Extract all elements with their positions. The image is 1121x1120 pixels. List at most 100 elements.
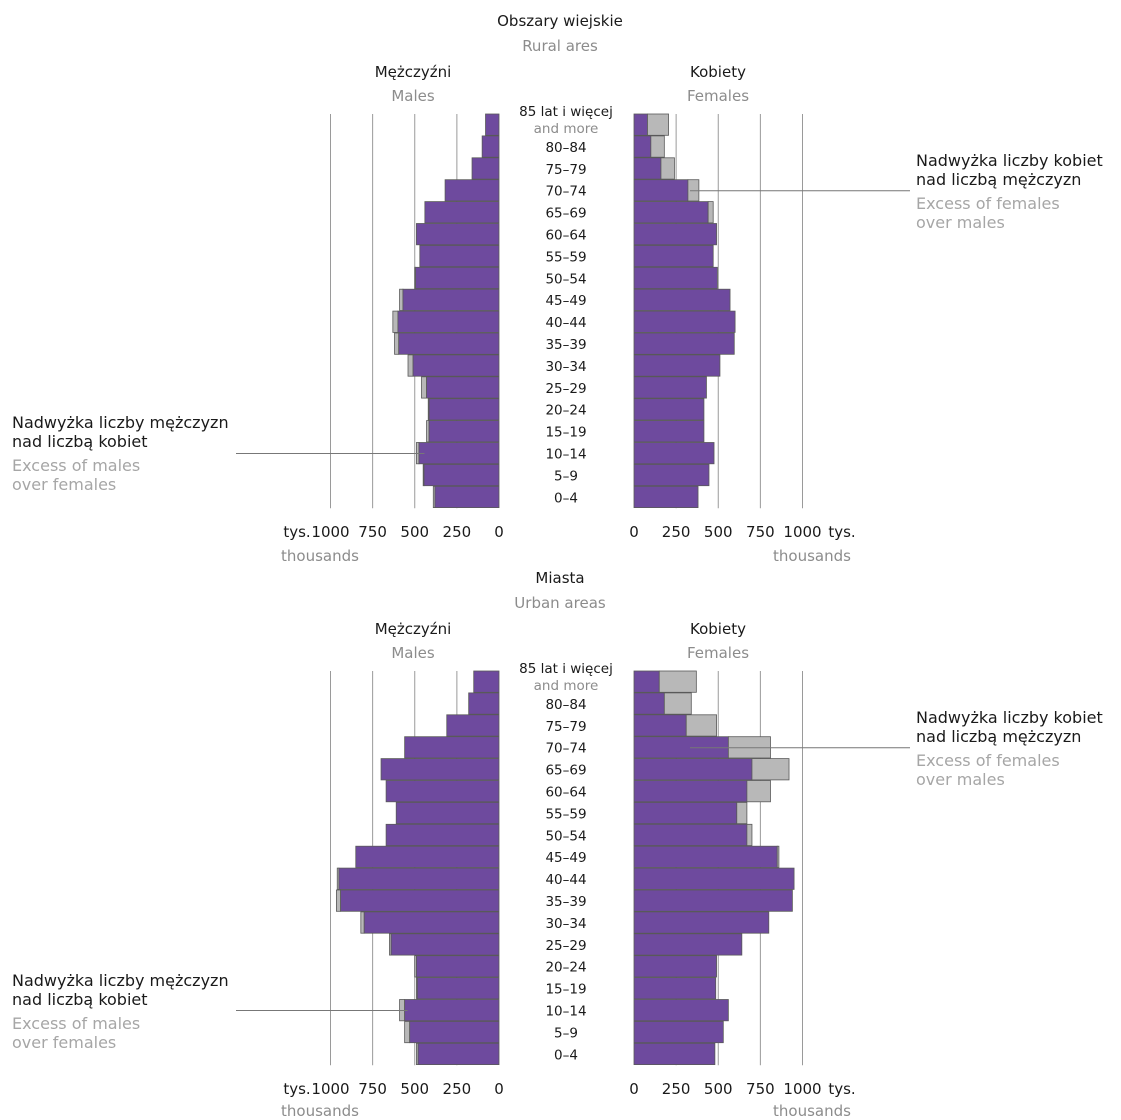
bar-male [481, 135, 500, 158]
bar-female [633, 845, 778, 868]
tick-label-age: 75–79 [545, 162, 586, 178]
tick-label-male: 250 [443, 523, 472, 541]
tick-label-female: 250 [662, 523, 691, 541]
annotation-excess-males-en: Excess of males [12, 456, 140, 475]
tick-label-age: 40–44 [545, 872, 586, 888]
bar-male [419, 244, 500, 268]
bar-female [633, 758, 753, 781]
bar-female-excess [658, 670, 697, 693]
bar-female [633, 463, 710, 487]
bar-female-excess [746, 823, 753, 846]
tick-label-age-sub: and more [534, 678, 599, 694]
tick-label-age: 55–59 [545, 806, 586, 822]
annotation-excess-males: nad liczbą kobiet [12, 990, 148, 1009]
bar-male [404, 736, 500, 759]
bar-female [633, 310, 736, 333]
bar-male [485, 113, 500, 136]
annotation-excess-males: Nadwyżka liczby mężczyzn [12, 413, 229, 432]
bar-female [633, 977, 717, 1000]
tick-label-age: 15–19 [545, 425, 586, 441]
bar-female-excess [650, 135, 665, 158]
tick-label-age: 15–19 [545, 982, 586, 998]
tick-label-age: 25–29 [545, 381, 586, 397]
tick-label-age: 85 lat i więcej [519, 104, 613, 120]
bar-male [468, 692, 500, 715]
bar-male-excess [421, 376, 427, 399]
chart-subtitle: Urban areas [514, 594, 606, 612]
bar-male [416, 955, 500, 978]
tick-label-age: 55–59 [545, 249, 586, 265]
bar-male-excess [392, 310, 399, 333]
bar-female [633, 823, 748, 846]
tick-label-female: 750 [746, 1080, 775, 1098]
bar-female [633, 135, 652, 158]
tick-label-male: 500 [400, 1080, 429, 1098]
rural-pyramid: Obszary wiejskie Rural ares Mężczyźni Males… [12, 12, 1103, 565]
tick-label-age: 5–9 [554, 468, 578, 484]
unit-en-male: thousands [281, 1102, 359, 1120]
bar-male [409, 1021, 500, 1044]
bar-male [428, 420, 500, 443]
bar-female [633, 420, 705, 443]
bar-female-excess [663, 692, 692, 715]
tick-label-age: 5–9 [554, 1025, 578, 1041]
tick-label-age: 25–29 [545, 938, 586, 954]
bar-male-excess [399, 288, 404, 311]
annotation-excess-females: Nadwyżka liczby kobiet [916, 708, 1103, 727]
bar-female [633, 157, 662, 180]
annotation-excess-males: nad liczbą kobiet [12, 432, 148, 451]
bar-female-excess [746, 780, 771, 803]
tick-label-female: 0 [629, 1080, 639, 1098]
tick-label-age: 40–44 [545, 315, 586, 331]
bar-male [385, 780, 500, 803]
bar-female [633, 354, 721, 377]
bar-female [633, 442, 715, 465]
bar-female [633, 332, 735, 355]
bar-male [428, 398, 500, 421]
bar-female [633, 288, 731, 311]
bar-male [473, 670, 500, 693]
bar-male [355, 845, 500, 868]
tick-label-age: 65–69 [545, 763, 586, 779]
tick-label-age: 30–34 [545, 916, 586, 932]
tick-label-male: 0 [494, 1080, 504, 1098]
bar-female [633, 911, 770, 934]
tick-label-male: 750 [358, 1080, 387, 1098]
annotation-excess-males-en: Excess of males [12, 1014, 140, 1033]
bar-male-excess [394, 332, 400, 355]
bar-male [434, 485, 500, 508]
bar-male [340, 889, 500, 912]
bar-female [633, 201, 709, 224]
tick-label-age: 0–4 [554, 490, 578, 506]
urban-pyramid: Miasta Urban areas Mężczyźni Males Kobiety Fe… [12, 569, 1103, 1120]
bar-male-excess [404, 1021, 411, 1044]
males-heading: Mężczyźni [375, 63, 452, 81]
bar-female [633, 376, 707, 399]
annotation-excess-males: Nadwyżka liczby mężczyzn [12, 971, 229, 990]
bar-male [363, 911, 500, 934]
bar-female [633, 714, 687, 737]
bar-female [633, 692, 665, 715]
bar-female [633, 780, 748, 803]
bar-male [398, 332, 500, 355]
chart-subtitle: Rural ares [522, 37, 598, 55]
tick-label-age: 50–54 [545, 271, 586, 287]
annotation-excess-males-en: over females [12, 475, 116, 494]
bar-male [444, 179, 500, 202]
tick-label-age: 75–79 [545, 719, 586, 735]
annotation-excess-females-en: Excess of females [916, 194, 1060, 213]
tick-label-male: 0 [494, 523, 504, 541]
bar-male [471, 157, 500, 180]
males-subheading: Males [391, 644, 435, 662]
annotation-excess-females: nad liczbą mężczyzn [916, 727, 1081, 746]
tick-label-age: 65–69 [545, 206, 586, 222]
bar-male [423, 463, 500, 487]
bar-male [397, 310, 500, 333]
bar-male [416, 977, 500, 1000]
tick-label-age: 80–84 [545, 140, 586, 156]
unit-label-female: tys. [828, 1080, 855, 1098]
tick-label-female: 250 [662, 1080, 691, 1098]
tick-label-age: 85 lat i więcej [519, 661, 613, 677]
annotation-excess-males-en: over females [12, 1033, 116, 1052]
